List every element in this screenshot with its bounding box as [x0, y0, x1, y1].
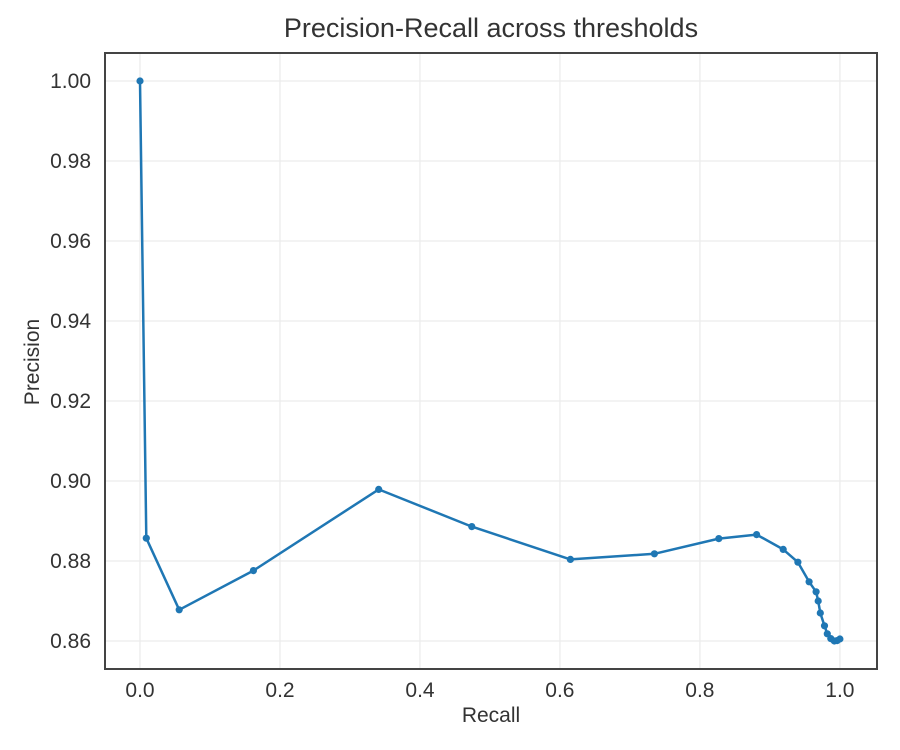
data-point-marker	[566, 555, 575, 564]
x-tick-label: 1.0	[825, 679, 854, 702]
data-point-marker	[814, 597, 822, 605]
data-point-marker	[805, 578, 813, 586]
data-point-marker	[794, 558, 802, 566]
y-axis-label: Precision	[21, 318, 44, 406]
data-point-marker	[812, 588, 820, 596]
data-point-marker	[142, 534, 150, 542]
data-point-marker	[136, 77, 144, 85]
x-tick-label: 0.2	[265, 679, 294, 702]
data-point-marker	[779, 545, 787, 554]
pr-curve-line	[138, 79, 842, 643]
data-point-marker	[650, 550, 659, 558]
chart-title: Precision-Recall across thresholds	[283, 13, 699, 43]
y-tick-label: 0.90	[50, 470, 91, 493]
x-tick-label: 0.4	[405, 679, 435, 702]
data-point-marker	[175, 606, 183, 614]
y-tick-label: 1.00	[50, 70, 91, 93]
x-tick-label: 0.6	[545, 679, 574, 702]
data-point-marker	[715, 535, 723, 543]
data-point-marker	[375, 485, 383, 493]
data-point-marker	[468, 523, 476, 531]
y-tick-label: 0.98	[50, 150, 91, 173]
y-tick-label: 0.88	[50, 550, 91, 573]
axes-border	[104, 52, 878, 670]
y-tick-label: 0.94	[50, 310, 91, 333]
data-point-marker	[820, 622, 829, 630]
y-tick-label: 0.96	[50, 230, 91, 253]
y-tick-label: 0.86	[50, 630, 91, 653]
y-tick-label: 0.92	[50, 390, 91, 413]
data-point-marker	[816, 609, 824, 617]
x-tick-label: 0.8	[685, 679, 714, 702]
data-point-marker	[249, 567, 257, 575]
x-axis-label: Recall	[461, 704, 521, 727]
data-point-marker	[836, 635, 844, 643]
data-point-marker	[753, 531, 761, 539]
x-tick-label: 0.0	[125, 679, 154, 702]
